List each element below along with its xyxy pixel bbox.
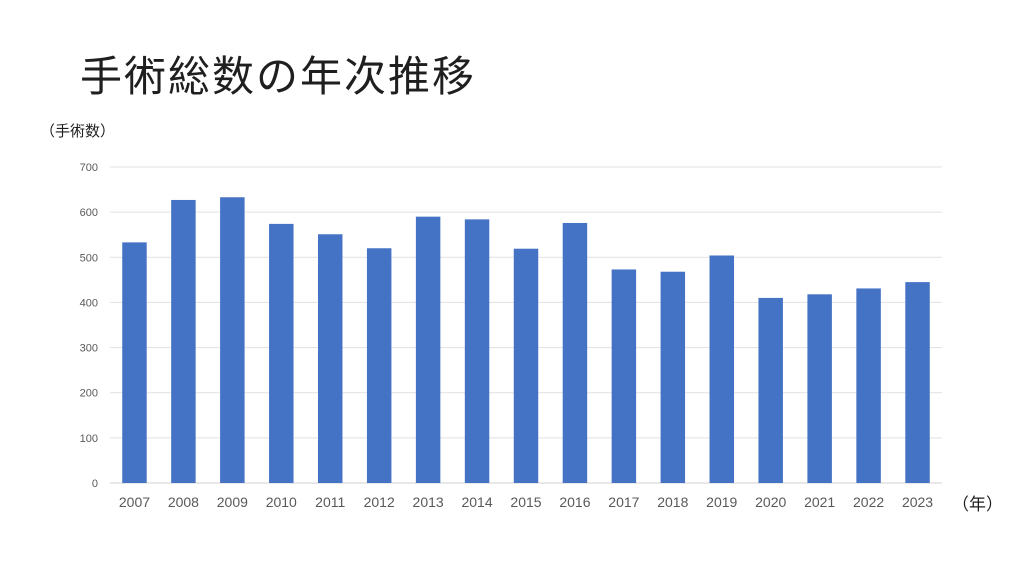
- y-tick-label: 400: [80, 297, 98, 309]
- x-tick-label: 2022: [853, 494, 884, 510]
- bar-2016: [562, 222, 588, 483]
- y-tick-label: 300: [80, 343, 98, 355]
- y-axis-ticks: 0 100 200 300 400 500 600 700: [80, 162, 98, 490]
- bar-2007: [122, 242, 147, 483]
- bar-2021: [807, 294, 832, 483]
- x-tick-label: 2016: [559, 494, 590, 510]
- bar-2022: [856, 288, 881, 483]
- y-axis-unit-label: （手術数）: [40, 122, 116, 140]
- x-tick-label: 2021: [804, 494, 835, 510]
- x-tick-label: 2011: [315, 494, 345, 510]
- bar-2010: [269, 223, 294, 483]
- bar-2011: [318, 234, 343, 483]
- x-axis-ticks: 2007 2008 2009 2010 2011 2012 2013 2014 2015 2016…: [119, 494, 933, 510]
- x-tick-label: 2014: [461, 494, 492, 510]
- bar-2014: [464, 219, 490, 483]
- x-tick-label: 2017: [608, 494, 639, 510]
- x-tick-label: 2018: [657, 494, 688, 510]
- x-axis-unit-label: （年）: [952, 495, 1003, 515]
- x-tick-label: 2013: [413, 494, 444, 510]
- y-tick-label: 100: [80, 433, 98, 445]
- x-tick-label: 2007: [119, 494, 150, 510]
- bars: [122, 197, 930, 483]
- bar-2017: [611, 269, 637, 483]
- y-tick-label: 500: [80, 252, 98, 264]
- bar-2019: [709, 255, 734, 483]
- x-tick-label: 2020: [755, 494, 786, 510]
- x-tick-label: 2023: [902, 494, 933, 510]
- x-tick-label: 2012: [364, 494, 395, 510]
- bar-2015: [513, 248, 539, 483]
- x-tick-label: 2015: [510, 494, 541, 510]
- x-tick-label: 2009: [217, 494, 248, 510]
- bar-2018: [660, 271, 686, 483]
- bar-2020: [758, 297, 783, 483]
- bar-2009: [220, 197, 245, 483]
- y-tick-label: 600: [80, 207, 98, 219]
- bar-2013: [415, 216, 441, 483]
- slide-title: 手術総数の年次推移: [80, 52, 477, 101]
- y-tick-label: 200: [80, 388, 98, 400]
- y-tick-label: 0: [92, 478, 98, 490]
- bar-2012: [366, 248, 392, 483]
- x-tick-label: 2019: [706, 494, 737, 510]
- bar-2023: [905, 282, 930, 483]
- x-tick-label: 2010: [266, 494, 297, 510]
- y-tick-label: 700: [80, 162, 98, 174]
- bar-2008: [171, 199, 196, 483]
- x-tick-label: 2008: [168, 494, 199, 510]
